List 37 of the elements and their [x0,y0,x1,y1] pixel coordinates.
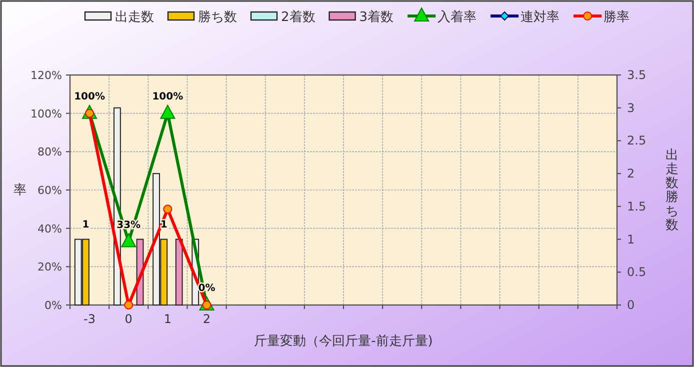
point [160,104,176,119]
legend-label: 出走数 [115,10,154,25]
legend-label: 連対率 [520,9,560,25]
y2-tick-label: 2.5 [627,134,646,148]
y-tick-label: 20% [38,260,62,274]
y-tick-label: 80% [38,146,62,159]
legend-label: 入着率 [438,9,477,25]
y-tick-label: 60% [38,184,62,197]
x-tick-label: -3 [84,312,96,326]
y2-tick-label: 3 [627,100,635,115]
x-tick-label: 2 [202,312,211,326]
y2-tick-label: 0.5 [627,265,646,280]
y2-tick-label: 1 [627,232,635,246]
y-tick-label: 100% [30,107,62,120]
y2-tick-label: 3.5 [627,68,646,82]
data-label: 100% [152,91,184,102]
bar [175,238,183,306]
legend-label: 勝ち数 [198,10,237,25]
point [163,204,172,214]
legend-label: 2着数 [281,9,316,25]
y2-tick-label: 1.5 [627,199,646,214]
y2-tick-label: 0 [627,298,635,312]
point [124,300,134,310]
y2-axis-title: 出走数勝ち数 [666,148,678,233]
x-tick-label: 0 [124,312,132,326]
point [121,233,136,248]
y-tick-label: 0% [44,299,62,312]
legend-label: 勝率 [604,9,630,25]
y2-tick-label: 2 [627,166,635,181]
y-tick-label: 120% [30,69,62,82]
legend-label: 3着数 [359,9,394,25]
y-axis-title: 率 [14,182,26,198]
data-label: 100% [74,91,105,102]
data-label: 1 [82,219,90,230]
y-tick-label: 40% [38,222,62,236]
x-tick-label: 1 [164,312,172,326]
x-axis-title: 斤量変動（今回斤量-前走斤量) [254,333,433,349]
